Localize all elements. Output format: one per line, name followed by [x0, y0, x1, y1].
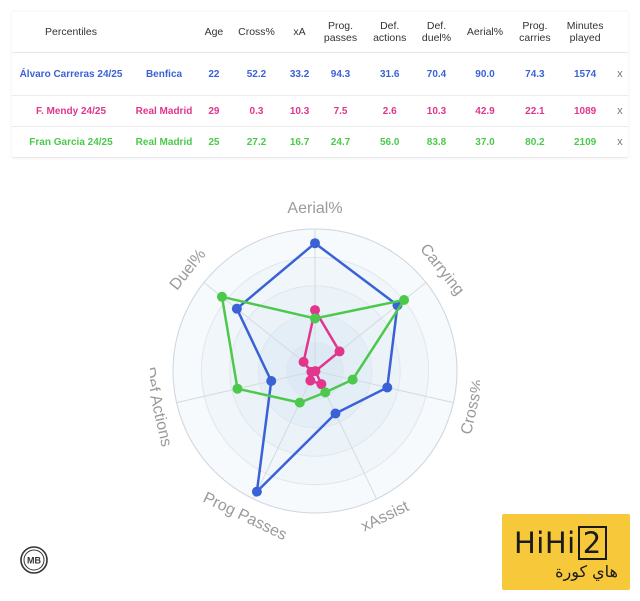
aerial-cell: 42.9: [458, 95, 512, 127]
radar-data-point: [216, 291, 227, 302]
radar-axis-label: Cross%: [458, 378, 480, 436]
player-name-cell: Álvaro Carreras 24/25: [12, 52, 130, 96]
remove-row-button[interactable]: x: [611, 95, 628, 127]
xa-cell: 10.3: [283, 95, 316, 127]
team-cell: Real Madrid: [130, 126, 198, 158]
hihi2-watermark: HiHi 2 هاي كورة: [502, 514, 630, 590]
header-cross: Cross%: [229, 12, 284, 53]
def-actions-cell: 31.6: [365, 52, 415, 96]
radar-data-point: [310, 313, 320, 324]
xa-cell: 33.2: [283, 52, 316, 96]
table-row: F. Mendy 24/25 Real Madrid 29 0.3 10.3 7.5 2.6…: [12, 95, 628, 127]
def-actions-cell: 56.0: [365, 126, 415, 158]
radar-axis-label: Def Actions: [150, 366, 175, 449]
player-name-cell: F. Mendy 24/25: [12, 95, 130, 127]
team-cell: Real Madrid: [130, 95, 198, 127]
age-cell: 22: [198, 52, 230, 96]
radar-data-point: [330, 408, 341, 419]
def-actions-cell: 2.6: [365, 95, 415, 127]
prog-passes-cell: 94.3: [315, 52, 366, 96]
radar-data-point: [266, 375, 277, 386]
radar-axis-label: Aerial%: [287, 200, 342, 217]
mb-logo-text: MB: [27, 556, 41, 566]
radar-data-point: [310, 305, 320, 316]
cross-cell: 52.2: [229, 52, 284, 96]
team-cell: Benfica: [130, 52, 198, 96]
radar-data-point: [382, 382, 393, 393]
header-percentiles: Percentiles: [12, 12, 130, 53]
radar-data-point: [305, 375, 316, 386]
minutes-cell: 1089: [558, 95, 612, 127]
comparison-table: Percentiles Age Cross% xA Prog. passes D…: [12, 12, 628, 158]
brand-number-box: 2: [577, 526, 607, 560]
header-prog-passes: Prog. passes: [315, 12, 366, 53]
cross-cell: 27.2: [229, 126, 284, 158]
header-def-duel: Def. duel%: [414, 12, 459, 53]
table-row: Fran Garcia 24/25 Real Madrid 25 27.2 16.7 24…: [12, 126, 628, 158]
prog-passes-cell: 24.7: [315, 126, 366, 158]
radar-data-point: [320, 387, 331, 398]
header-xa: xA: [283, 12, 316, 53]
header-def-actions: Def. actions: [365, 12, 415, 53]
player-name-cell: Fran Garcia 24/25: [12, 126, 130, 158]
minutes-cell: 1574: [558, 52, 612, 96]
brand-main-text: HiHi: [514, 526, 576, 560]
xa-cell: 16.7: [283, 126, 316, 158]
table-header-row: Percentiles Age Cross% xA Prog. passes D…: [12, 12, 628, 53]
brand-subtitle: هاي كورة: [555, 562, 618, 581]
radar-spoke: [252, 370, 316, 500]
cross-cell: 0.3: [229, 95, 284, 127]
radar-data-point: [306, 366, 317, 377]
def-duel-cell: 70.4: [414, 52, 459, 96]
def-duel-cell: 10.3: [414, 95, 459, 127]
radar-series-line: [235, 241, 399, 493]
prog-carries-cell: 22.1: [511, 95, 559, 127]
radar-data-point: [294, 397, 305, 408]
comparison-table-panel: Percentiles Age Cross% xA Prog. passes D…: [12, 12, 628, 158]
mb-logo: MB: [19, 545, 49, 580]
aerial-cell: 37.0: [458, 126, 512, 158]
age-cell: 29: [198, 95, 230, 127]
header-prog-carries: Prog. carries: [511, 12, 559, 53]
radar-spoke: [176, 370, 316, 404]
radar-data-point: [231, 303, 242, 314]
def-duel-cell: 83.8: [414, 126, 459, 158]
radar-series-line: [220, 295, 406, 404]
radar-data-point: [232, 383, 243, 394]
radar-data-point: [334, 346, 345, 357]
radar-data-point: [399, 294, 410, 305]
header-remove-spacer: [611, 12, 628, 53]
header-minutes: Minutes played: [558, 12, 612, 53]
prog-carries-cell: 74.3: [511, 52, 559, 96]
radar-data-point: [298, 356, 309, 367]
minutes-cell: 2109: [558, 126, 612, 158]
remove-row-button[interactable]: x: [611, 52, 628, 96]
brand-main: HiHi 2: [514, 526, 607, 560]
radar-data-point: [310, 238, 320, 249]
aerial-cell: 90.0: [458, 52, 512, 96]
radar-data-point: [316, 379, 327, 390]
prog-carries-cell: 80.2: [511, 126, 559, 158]
radar-data-point: [347, 374, 358, 385]
prog-passes-cell: 7.5: [315, 95, 366, 127]
age-cell: 25: [198, 126, 230, 158]
header-aerial: Aerial%: [458, 12, 512, 53]
remove-row-button[interactable]: x: [611, 126, 628, 158]
header-age: Age: [198, 12, 230, 53]
radar-data-point: [251, 486, 262, 497]
header-team-spacer: [130, 12, 198, 53]
table-row: Álvaro Carreras 24/25 Benfica 22 52.2 33.2 94…: [12, 52, 628, 96]
